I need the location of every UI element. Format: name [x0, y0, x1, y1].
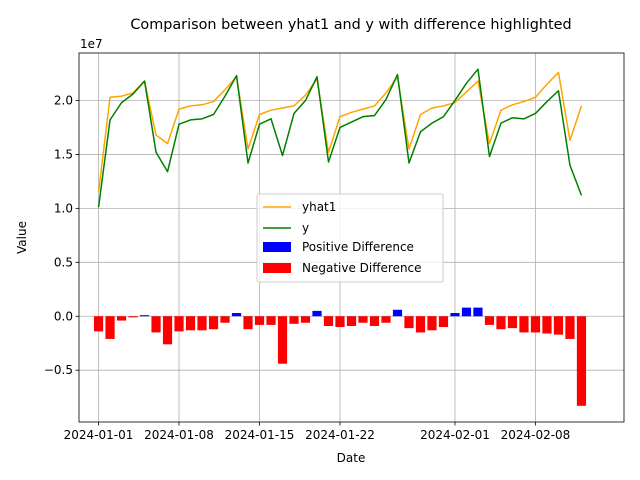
positive-difference-bar [473, 307, 483, 317]
negative-difference-bar [530, 316, 541, 333]
x-ticks: 2024-01-01 2024-01-08 2024-01-15 2024-01-22… [64, 422, 571, 442]
negative-difference-bar [116, 316, 127, 321]
negative-difference-bar [438, 316, 449, 328]
negative-difference-bar [323, 316, 334, 326]
legend-swatch-positive [263, 242, 291, 252]
y-scale-factor: 1e7 [80, 37, 103, 51]
negative-difference-bar [174, 316, 184, 332]
negative-difference-bar [542, 316, 552, 334]
legend: yhat1 y Positive Difference Negative Dif… [256, 193, 444, 283]
negative-difference-bar [553, 316, 564, 335]
legend-label-positive: Positive Difference [302, 240, 414, 254]
series-line-yhat1 [97, 71, 583, 193]
positive-difference-bar [231, 313, 242, 317]
y-tick-label: 1.0 [54, 201, 73, 215]
negative-difference-bar [346, 316, 357, 326]
y-tick-label: 2.0 [54, 93, 73, 107]
negative-difference-bar [105, 316, 115, 339]
legend-label-yhat1: yhat1 [302, 200, 336, 214]
negative-difference-bar [369, 316, 380, 326]
negative-difference-bar [381, 316, 391, 323]
negative-difference-bar [220, 316, 230, 323]
negative-difference-bar [151, 316, 161, 333]
negative-difference-bar [243, 316, 253, 330]
difference-bars [93, 307, 587, 406]
legend-label-y: y [302, 221, 309, 235]
negative-difference-bar [93, 316, 104, 332]
y-ticks: −0.5 0.0 0.5 1.0 1.5 2.0 [44, 93, 79, 377]
positive-difference-bar [139, 315, 150, 317]
negative-difference-bar [576, 316, 587, 406]
positive-difference-bar [312, 310, 322, 317]
negative-difference-bar [162, 316, 173, 345]
negative-difference-bar [519, 316, 529, 333]
negative-difference-bar [254, 316, 265, 325]
x-tick-label: 2024-02-08 [501, 428, 571, 442]
negative-difference-bar [565, 316, 575, 339]
y-tick-label: 0.5 [54, 255, 73, 269]
x-tick-label: 2024-01-01 [64, 428, 134, 442]
negative-difference-bar [335, 316, 345, 328]
y-tick-label: −0.5 [44, 363, 73, 377]
negative-difference-bar [507, 316, 518, 329]
negative-difference-bar [484, 316, 495, 325]
x-tick-label: 2024-02-01 [420, 428, 490, 442]
positive-difference-bar [461, 307, 472, 317]
x-axis-label: Date [337, 451, 366, 465]
y-axis-label: Value [15, 221, 29, 254]
x-tick-label: 2024-01-15 [225, 428, 295, 442]
x-tick-label: 2024-01-22 [305, 428, 375, 442]
negative-difference-bar [197, 316, 207, 331]
plot-frame [78, 52, 625, 423]
negative-difference-bar [185, 316, 196, 331]
negative-difference-bar [277, 316, 288, 364]
y-tick-label: 1.5 [54, 147, 73, 161]
negative-difference-bar [266, 316, 276, 325]
negative-difference-bar [289, 316, 299, 324]
negative-difference-bar [415, 316, 426, 333]
series-lines [97, 68, 583, 208]
positive-difference-bar [450, 313, 460, 317]
y-tick-label: 0.0 [54, 309, 73, 323]
legend-label-negative: Negative Difference [302, 261, 422, 275]
positive-difference-bar [392, 309, 403, 317]
negative-difference-bar [300, 316, 311, 323]
series-line-y [97, 68, 583, 208]
negative-difference-bar [358, 316, 368, 323]
negative-difference-bar [208, 316, 219, 330]
legend-swatch-negative [263, 263, 291, 273]
x-tick-label: 2024-01-08 [144, 428, 214, 442]
legend-box [256, 193, 444, 283]
negative-difference-bar [404, 316, 414, 329]
negative-difference-bar [427, 316, 437, 331]
negative-difference-bar [128, 316, 138, 318]
chart-title: Comparison between yhat1 and y with diff… [130, 17, 571, 33]
negative-difference-bar [496, 316, 506, 330]
